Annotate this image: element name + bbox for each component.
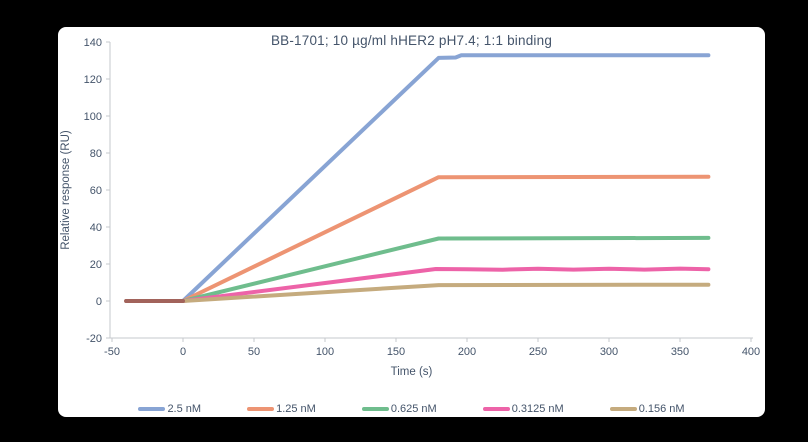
legend-label: 1.25 nM xyxy=(276,402,316,415)
legend-label: 2.5 nM xyxy=(167,402,202,415)
legend-swatch xyxy=(361,406,389,412)
y-tick-label: 140 xyxy=(84,37,102,49)
legend-item-1.25-nM: 1.25 nM xyxy=(247,402,316,415)
x-axis-title: Time (s) xyxy=(390,366,433,378)
chart-panel: BB-1701; 10 µg/ml hHER2 pH7.4; 1:1 bindi… xyxy=(58,27,765,417)
y-tick-label: 0 xyxy=(96,296,102,308)
y-tick-label: -20 xyxy=(86,333,102,345)
legend-label: 0.625 nM xyxy=(390,402,437,415)
y-axis-title: Relative response (RU) xyxy=(60,130,72,250)
chart-title: BB-1701; 10 µg/ml hHER2 pH7.4; 1:1 bindi… xyxy=(270,33,553,48)
legend-item-0.3125-nM: 0.3125 nM xyxy=(482,402,564,415)
y-tick-label: 100 xyxy=(84,111,102,123)
x-tick-label: 250 xyxy=(529,346,547,358)
chart-legend: 2.5 nM 1.25 nM 0.625 nM 0.3125 nM 0.156 nM xyxy=(58,401,765,417)
legend-item-2.5-nM: 2.5 nM xyxy=(138,402,202,415)
legend-swatch xyxy=(609,406,637,412)
legend-swatch xyxy=(138,406,166,412)
y-tick-label: 80 xyxy=(90,148,102,160)
legend-swatch xyxy=(482,406,510,412)
x-tick-label: 200 xyxy=(458,346,476,358)
x-tick-label: 0 xyxy=(180,346,186,358)
legend-item-0.625-nM: 0.625 nM xyxy=(361,402,437,415)
chart-plot-area: -20 0 20 40 60 80 100 120 140 -50 0 50 100 150 200 250 3… xyxy=(84,37,761,358)
y-tick-label: 120 xyxy=(84,74,102,86)
y-tick-label: 40 xyxy=(90,222,102,234)
x-tick-label: 400 xyxy=(742,346,760,358)
series-line-0.3125-nM xyxy=(124,266,711,303)
x-tick-label: 50 xyxy=(248,346,260,358)
legend-label: 0.3125 nM xyxy=(511,402,564,415)
y-tick-label: 20 xyxy=(90,259,102,271)
x-tick-label: 350 xyxy=(671,346,689,358)
x-tick-label: 300 xyxy=(600,346,618,358)
x-tick-label: 100 xyxy=(316,346,334,358)
x-tick-label: -50 xyxy=(104,346,120,358)
y-tick-label: 60 xyxy=(90,185,102,197)
legend-label: 0.156 nM xyxy=(638,402,685,415)
x-tick-label: 150 xyxy=(387,346,405,358)
legend-swatch xyxy=(247,406,275,412)
legend-item-0.156-nM: 0.156 nM xyxy=(609,402,685,415)
